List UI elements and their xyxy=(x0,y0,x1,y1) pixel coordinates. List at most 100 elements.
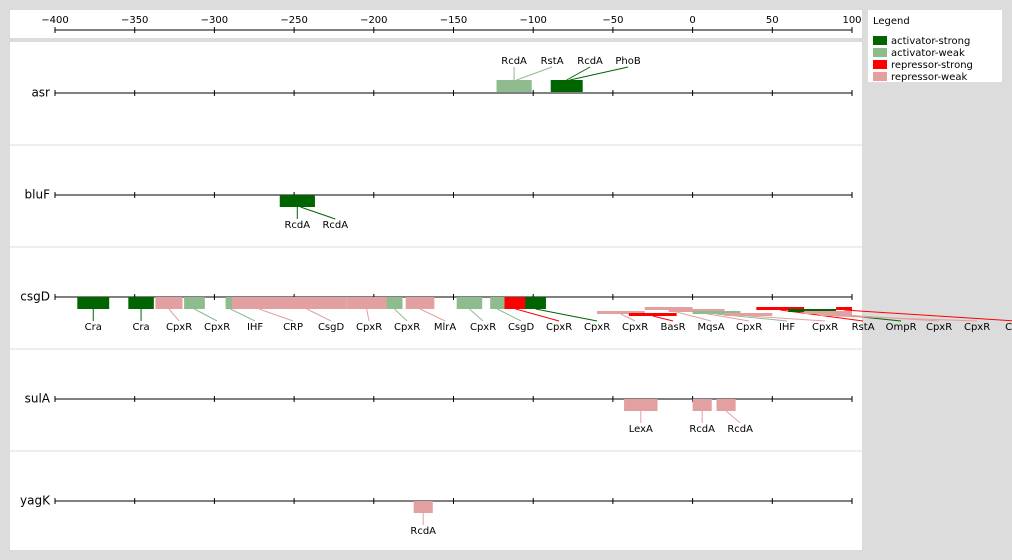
site-connector xyxy=(300,206,336,220)
gene-label: sulA xyxy=(25,392,51,406)
site-connector xyxy=(168,308,180,322)
binding-site xyxy=(77,297,110,309)
site-label: CpxR xyxy=(166,322,192,333)
binding-site xyxy=(456,297,483,309)
binding-site xyxy=(267,297,347,309)
site-label: CpxR xyxy=(926,322,952,333)
binding-site xyxy=(820,313,852,316)
site-connector xyxy=(469,308,484,322)
track-panel xyxy=(10,42,862,550)
binding-site xyxy=(724,313,773,316)
site-label: PhoB xyxy=(615,56,640,67)
site-label: CpxR xyxy=(736,322,762,333)
site-label: RstA xyxy=(541,56,564,67)
gene-label: asr xyxy=(31,86,50,100)
site-label: CsgD xyxy=(318,322,345,333)
site-label: CRP xyxy=(283,322,303,333)
binding-site xyxy=(490,297,505,309)
binding-site xyxy=(225,297,236,309)
site-label: CsgD xyxy=(508,322,535,333)
site-connector xyxy=(620,313,636,322)
site-connector xyxy=(535,308,598,322)
binding-site xyxy=(525,297,546,309)
x-tick-label: 50 xyxy=(766,15,779,26)
legend-swatch xyxy=(873,36,887,45)
site-connector xyxy=(725,410,741,424)
x-tick-label: −100 xyxy=(519,15,546,26)
site-label: RcdA xyxy=(577,56,603,67)
site-connector xyxy=(394,308,408,322)
site-label: CpxR xyxy=(204,322,230,333)
x-tick-label: −200 xyxy=(360,15,387,26)
binding-site xyxy=(804,311,852,314)
legend-label: activator-strong xyxy=(891,36,970,47)
binding-site xyxy=(128,297,154,309)
site-connector xyxy=(230,308,256,322)
site-label: IHF xyxy=(779,322,795,333)
site-label: MlrA xyxy=(434,322,457,333)
site-label: CpxR xyxy=(964,322,990,333)
site-label: CpxR xyxy=(356,322,382,333)
axis-panel xyxy=(10,10,862,38)
binding-site xyxy=(836,307,852,310)
site-label: RstA xyxy=(852,322,875,333)
site-connector xyxy=(258,308,294,322)
legend-label: repressor-strong xyxy=(891,60,973,71)
x-tick-label: −350 xyxy=(121,15,148,26)
binding-site xyxy=(386,297,403,309)
binding-site xyxy=(692,311,741,314)
site-connector xyxy=(569,66,629,81)
site-label: CpxR xyxy=(812,322,838,333)
x-tick-label: −150 xyxy=(440,15,467,26)
site-label: IHF xyxy=(247,322,263,333)
legend-title: Legend xyxy=(873,16,910,27)
x-tick-label: −250 xyxy=(280,15,307,26)
binding-site xyxy=(286,195,315,207)
binding-site xyxy=(413,501,433,513)
gene-label: yagK xyxy=(20,494,51,508)
site-connector xyxy=(515,308,560,322)
legend-swatch xyxy=(873,60,887,69)
site-connector xyxy=(652,315,674,322)
site-connector xyxy=(836,315,978,322)
site-connector xyxy=(516,66,553,81)
binding-site xyxy=(644,307,693,310)
site-label: RcdA xyxy=(284,220,310,231)
binding-site xyxy=(788,309,837,312)
x-tick-label: −400 xyxy=(41,15,68,26)
binding-site xyxy=(716,399,736,411)
binding-site xyxy=(692,399,712,411)
legend-label: repressor-weak xyxy=(891,72,968,83)
site-connector xyxy=(497,308,522,322)
binding-site xyxy=(668,309,725,312)
site-label: RcdA xyxy=(689,424,715,435)
x-tick-label: −300 xyxy=(201,15,228,26)
site-label: CRP xyxy=(1005,322,1012,333)
site-connector xyxy=(419,308,446,322)
binding-site xyxy=(346,297,387,309)
x-tick-label: 100 xyxy=(842,15,861,26)
binding-site xyxy=(624,399,658,411)
site-label: RcdA xyxy=(322,220,348,231)
site-connector xyxy=(366,308,370,322)
binding-site xyxy=(628,313,677,316)
site-label: CpxR xyxy=(584,322,610,333)
site-label: Cra xyxy=(132,322,149,333)
site-label: Cra xyxy=(85,322,102,333)
site-connector xyxy=(194,308,218,322)
binding-site xyxy=(184,297,205,309)
site-label: RcdA xyxy=(410,526,436,537)
gene-label: bluF xyxy=(25,188,51,202)
legend-swatch xyxy=(873,72,887,81)
binding-site xyxy=(557,80,583,92)
binding-site xyxy=(155,297,183,309)
binding-site xyxy=(756,307,805,310)
site-label: CpxR xyxy=(622,322,648,333)
x-tick-label: −50 xyxy=(602,15,623,26)
x-tick-label: 0 xyxy=(689,15,695,26)
site-connector xyxy=(843,309,1012,322)
binding-site xyxy=(405,297,435,309)
site-label: RcdA xyxy=(501,56,527,67)
